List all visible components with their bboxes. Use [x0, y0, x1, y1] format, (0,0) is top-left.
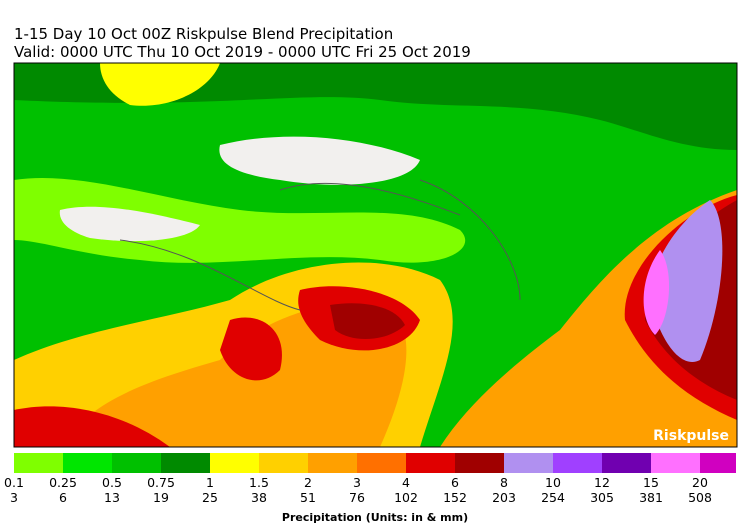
map-frame: [13, 62, 738, 448]
colorbar-inch-label: 0.1: [4, 475, 24, 490]
colorbar-inch-label: 2: [304, 475, 312, 490]
colorbar-inch-label: 1.5: [249, 475, 269, 490]
colorbar-swatch: [259, 453, 308, 473]
colorbar-inch-label: 20: [692, 475, 708, 490]
region: [330, 303, 405, 340]
colorbar-swatch: [63, 453, 112, 473]
region: [220, 317, 282, 381]
colorbar-mm-label: 381: [639, 490, 663, 505]
colorbar-inch-label: 12: [594, 475, 610, 490]
colorbar-inch-label: 1: [206, 475, 214, 490]
colorbar-swatch: [406, 453, 455, 473]
colorbar-swatch: [553, 453, 602, 473]
colorbar-swatch: [308, 453, 357, 473]
colorbar-inch-label: 10: [545, 475, 561, 490]
region: [14, 406, 170, 447]
colorbar-inch-label: 4: [402, 475, 410, 490]
colorbar-mm-label: 508: [688, 490, 712, 505]
colorbar-inch-label: 6: [451, 475, 459, 490]
region: [650, 200, 723, 362]
colorbar-mm-label: 38: [251, 490, 267, 505]
colorbar-mm-label: 152: [443, 490, 467, 505]
colorbar-inch-label: 0.75: [147, 475, 175, 490]
region: [643, 250, 670, 335]
colorbar-inch-label: 0.5: [102, 475, 122, 490]
colorbar-swatch: [210, 453, 259, 473]
region: [14, 177, 466, 263]
colorbar-mm-label: 254: [541, 490, 565, 505]
colorbar-inch-label: 3: [353, 475, 361, 490]
colorbar-swatch: [161, 453, 210, 473]
colorbar-inch-label: 0.25: [49, 475, 77, 490]
colorbar-inch-label: 15: [643, 475, 659, 490]
watermark: Riskpulse: [653, 428, 729, 444]
map: Riskpulse: [13, 62, 738, 448]
colorbar-mm-label: 51: [300, 490, 316, 505]
colorbar: 0.1 0.25 0.5 0.75 1 1.5 2 3 4 6 8 10 12 15 203 6 13 19 25 3…: [4, 453, 736, 505]
dry-region: [219, 136, 420, 185]
colorbar-swatch: [700, 453, 736, 473]
colorbar-swatch: [651, 453, 700, 473]
colorbar-swatch: [357, 453, 406, 473]
colorbar-mm-label: 102: [394, 490, 418, 505]
colorbar-mm-label: 76: [349, 490, 365, 505]
colorbar-mm-label: 3: [10, 490, 18, 505]
colorbar-mm-label: 25: [202, 490, 218, 505]
colorbar-swatch: [455, 453, 504, 473]
border: [119, 179, 521, 311]
colorbar-swatch: [14, 453, 63, 473]
colorbar-label: Precipitation (Units: in & mm): [282, 511, 468, 524]
colorbar-swatch: [112, 453, 161, 473]
title: 1-15 Day 10 Oct 00Z Riskpulse Blend Prec…: [14, 25, 393, 43]
colorbar-swatch: [504, 453, 553, 473]
colorbar-inch-label: 8: [500, 475, 508, 490]
dry-region: [59, 206, 200, 242]
colorbar-mm-label: 13: [104, 490, 120, 505]
colorbar-mm-label: 19: [153, 490, 169, 505]
colorbar-mm-label: 305: [590, 490, 614, 505]
colorbar-swatch: [602, 453, 651, 473]
subtitle: Valid: 0000 UTC Thu 10 Oct 2019 - 0000 U…: [14, 43, 471, 61]
region: [100, 63, 220, 106]
colorbar-mm-label: 203: [492, 490, 516, 505]
colorbar-mm-label: 6: [59, 490, 67, 505]
